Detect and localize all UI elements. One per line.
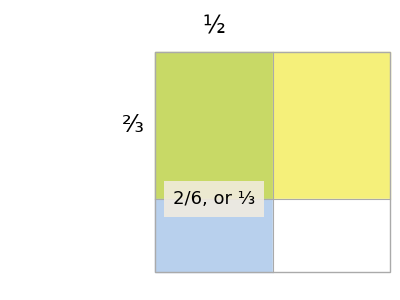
Bar xyxy=(155,52,390,272)
Text: 2/6, or ⅓: 2/6, or ⅓ xyxy=(173,190,255,208)
Text: ²⁄₃: ²⁄₃ xyxy=(122,113,144,137)
Text: ½: ½ xyxy=(202,14,225,38)
